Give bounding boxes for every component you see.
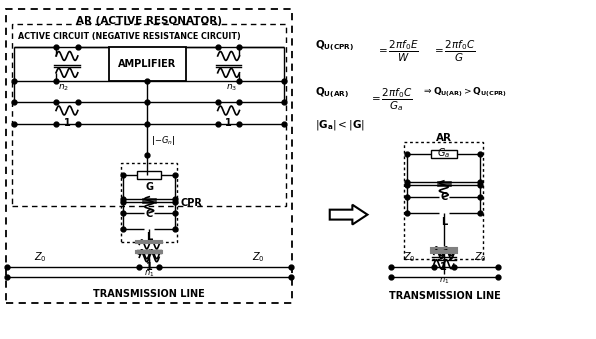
Bar — [108, 47, 186, 81]
Bar — [122, 163, 177, 242]
Bar — [13, 24, 286, 206]
Text: $n_1$: $n_1$ — [144, 268, 154, 279]
Polygon shape — [330, 205, 367, 224]
Text: L: L — [146, 233, 153, 242]
Text: $\mathbf{Q}_{\mathbf{U(CPR)}}$: $\mathbf{Q}_{\mathbf{U(CPR)}}$ — [315, 39, 354, 54]
Bar — [404, 142, 483, 259]
Text: $Z_0$: $Z_0$ — [474, 251, 487, 264]
Text: C: C — [145, 209, 153, 219]
Text: $G_a$: $G_a$ — [437, 146, 451, 160]
Text: $n_3$: $n_3$ — [226, 83, 237, 93]
Text: 1: 1 — [146, 262, 153, 272]
Text: $\Rightarrow \mathbf{Q}_{\mathbf{U(AR)}}>\mathbf{Q}_{\mathbf{U(CPR)}}$: $\Rightarrow \mathbf{Q}_{\mathbf{U(AR)}}… — [422, 86, 507, 99]
Text: $=\dfrac{2\pi f_0 E}{W}$: $=\dfrac{2\pi f_0 E}{W}$ — [376, 39, 419, 64]
Text: CPR: CPR — [181, 198, 203, 208]
Text: $\mathbf{Q}_{\mathbf{U(AR)}}$: $\mathbf{Q}_{\mathbf{U(AR)}}$ — [315, 86, 349, 100]
Text: ACTIVE CIRCUIT (NEGATIVE RESISTANCE CIRCUIT): ACTIVE CIRCUIT (NEGATIVE RESISTANCE CIRC… — [18, 32, 241, 41]
Text: $= \dfrac{2\pi f_0 C}{G}$: $= \dfrac{2\pi f_0 C}{G}$ — [432, 39, 475, 64]
Text: |$-G_n$|: |$-G_n$| — [151, 134, 176, 147]
Text: $= \dfrac{2\pi f_0 C}{G_a}$: $= \dfrac{2\pi f_0 C}{G_a}$ — [370, 86, 413, 113]
Text: G: G — [145, 182, 153, 192]
Text: L: L — [440, 217, 447, 226]
Text: AMPLIFIER: AMPLIFIER — [118, 59, 176, 69]
Text: $|\mathbf{G_a}|<|\mathbf{G}|$: $|\mathbf{G_a}|<|\mathbf{G}|$ — [315, 118, 365, 133]
Text: 1: 1 — [225, 118, 232, 128]
Text: TRANSMISSION LINE: TRANSMISSION LINE — [94, 289, 205, 299]
Text: AR: AR — [436, 133, 452, 143]
Text: 1: 1 — [64, 118, 70, 128]
Text: TRANSMISSION LINE: TRANSMISSION LINE — [389, 291, 501, 301]
Text: $Z_0$: $Z_0$ — [403, 251, 415, 264]
Text: $n_1$: $n_1$ — [439, 275, 449, 286]
Bar — [431, 150, 457, 158]
Bar — [137, 171, 161, 179]
Text: AR (ACTIVE RESONATOR): AR (ACTIVE RESONATOR) — [76, 16, 222, 26]
Text: C: C — [440, 192, 448, 202]
Text: $Z_0$: $Z_0$ — [34, 251, 46, 264]
Text: $Z_0$: $Z_0$ — [252, 251, 265, 264]
Text: $n_2$: $n_2$ — [58, 83, 70, 93]
Bar — [7, 9, 292, 303]
Text: 1: 1 — [440, 262, 447, 272]
